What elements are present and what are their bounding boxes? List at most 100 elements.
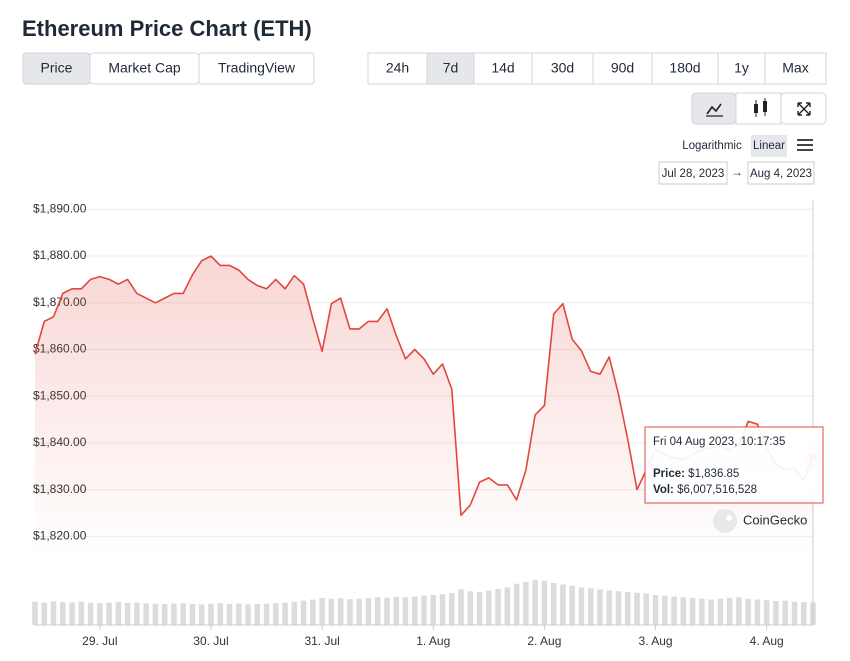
volume-bar bbox=[161, 604, 168, 625]
volume-bar bbox=[736, 597, 742, 625]
chart-style-buttons bbox=[691, 92, 827, 125]
volume-bar bbox=[476, 592, 483, 625]
volume-bar bbox=[115, 602, 122, 625]
volume-bar bbox=[78, 601, 85, 625]
scale-option[interactable]: Logarithmic bbox=[682, 140, 742, 152]
tab-button[interactable] bbox=[198, 52, 315, 85]
date-to: Aug 4, 2023 bbox=[750, 168, 812, 180]
range-button[interactable] bbox=[592, 52, 653, 85]
range-button[interactable] bbox=[717, 52, 766, 85]
menu-icon[interactable] bbox=[797, 139, 813, 151]
volume-bar bbox=[365, 598, 372, 625]
line-icon bbox=[706, 103, 722, 115]
price-area bbox=[35, 256, 813, 555]
range-button[interactable] bbox=[764, 52, 827, 85]
volume-bar bbox=[439, 594, 446, 625]
range-button[interactable] bbox=[473, 52, 533, 85]
volume-bar bbox=[208, 603, 214, 625]
date-to-box[interactable] bbox=[747, 161, 815, 185]
y-tick-label: $1,890.00 bbox=[33, 202, 87, 216]
range-label: Max bbox=[782, 60, 808, 76]
volume-bar bbox=[624, 592, 631, 625]
volume-bar bbox=[356, 598, 362, 625]
scale-option[interactable]: Linear bbox=[753, 140, 785, 152]
volume-bar bbox=[643, 593, 650, 625]
volume-bar bbox=[523, 581, 529, 625]
volume-bar bbox=[319, 598, 325, 625]
page-title: Ethereum Price Chart (ETH) bbox=[22, 16, 312, 41]
volume-bar bbox=[171, 603, 177, 625]
volume-bar bbox=[347, 599, 353, 625]
volume-bar bbox=[513, 583, 520, 625]
range-label: 7d bbox=[443, 60, 459, 76]
volume-bar bbox=[671, 596, 677, 625]
range-button[interactable] bbox=[531, 52, 594, 85]
volume-bar bbox=[708, 599, 714, 625]
candle-style-button[interactable] bbox=[735, 92, 782, 125]
volume-bar bbox=[680, 597, 687, 625]
x-tick-label: 30. Jul bbox=[193, 634, 228, 648]
volume-bar bbox=[421, 595, 427, 625]
range-label: 1y bbox=[734, 60, 749, 76]
volume-bar bbox=[263, 603, 270, 625]
volume-bar bbox=[310, 599, 316, 625]
volume-bar bbox=[291, 601, 298, 625]
volume-bar bbox=[504, 587, 511, 625]
volume-bar bbox=[143, 603, 149, 625]
volume-bar bbox=[662, 595, 668, 625]
tab-label: TradingView bbox=[218, 60, 296, 76]
volume-bar bbox=[560, 584, 566, 625]
x-tick-label: 1. Aug bbox=[416, 634, 450, 648]
volume-bar bbox=[384, 597, 390, 625]
volume-bar bbox=[226, 604, 233, 625]
volume-bar bbox=[393, 596, 399, 625]
tooltip-price: Price: $1,836.85 bbox=[653, 468, 739, 480]
volume-bar bbox=[782, 600, 788, 625]
volume-bar bbox=[328, 598, 335, 625]
volume-bar bbox=[32, 601, 38, 625]
volume-bar bbox=[773, 601, 779, 625]
volume-bar bbox=[763, 600, 770, 625]
x-tick-label: 29. Jul bbox=[82, 634, 117, 648]
volume-bar bbox=[69, 602, 75, 625]
watermark: CoinGecko bbox=[713, 509, 807, 533]
fullscreen-icon bbox=[797, 102, 811, 116]
volume-bar bbox=[337, 598, 344, 625]
volume-bar bbox=[50, 601, 57, 625]
tooltip-vol-value: $6,007,516,528 bbox=[677, 484, 757, 496]
volume-bar bbox=[569, 585, 575, 625]
volume-bar bbox=[532, 580, 538, 625]
watermark-text: CoinGecko bbox=[743, 512, 807, 527]
volume-bar bbox=[152, 603, 159, 625]
range-button[interactable] bbox=[651, 52, 719, 85]
volume-bar bbox=[652, 595, 659, 625]
volume-bar bbox=[273, 603, 279, 625]
volume-bar bbox=[467, 591, 474, 625]
volume-bar bbox=[449, 593, 455, 625]
y-tick-label: $1,880.00 bbox=[33, 248, 87, 262]
x-tick-label: 31. Jul bbox=[304, 634, 339, 648]
volume-bar bbox=[198, 604, 205, 625]
volume-bar bbox=[587, 588, 594, 625]
volume-bar bbox=[374, 597, 381, 625]
volume-bar bbox=[495, 589, 501, 625]
volume-bar bbox=[124, 602, 131, 625]
range-label: 180d bbox=[669, 60, 700, 76]
range-label: 90d bbox=[611, 60, 634, 76]
volume-bar bbox=[578, 587, 585, 625]
volume-bar bbox=[300, 600, 307, 625]
range-label: 14d bbox=[491, 60, 514, 76]
volume-bar bbox=[699, 598, 705, 625]
volume-bar bbox=[180, 603, 186, 625]
date-from-box[interactable] bbox=[658, 161, 728, 185]
volume-bar bbox=[800, 602, 807, 625]
tooltip-box bbox=[644, 426, 824, 504]
range-button[interactable] bbox=[426, 52, 475, 85]
tab-label: Market Cap bbox=[108, 60, 181, 76]
date-from: Jul 28, 2023 bbox=[662, 168, 725, 180]
tab-label: Price bbox=[41, 60, 73, 76]
volume-bar bbox=[745, 598, 751, 625]
tooltip-vol: Vol: $6,007,516,528 bbox=[653, 484, 757, 496]
volume-bar bbox=[134, 602, 140, 625]
